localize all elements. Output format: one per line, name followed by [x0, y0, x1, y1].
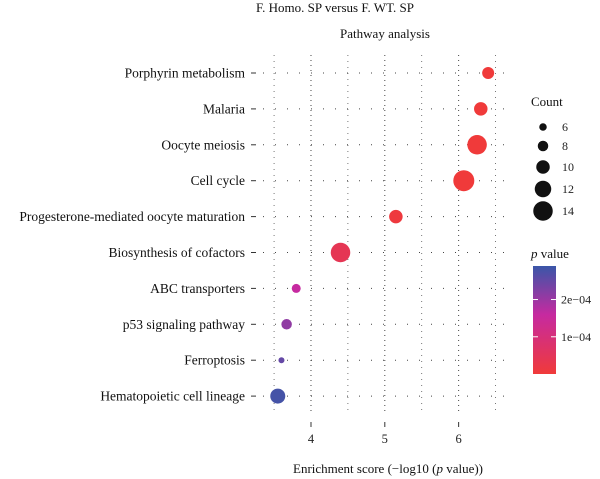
data-point — [330, 242, 351, 263]
count-legend: Count 6 8 10 12 14 — [531, 94, 574, 221]
x-tick-label: 6 — [456, 432, 462, 446]
category-label: Porphyrin metabolism — [125, 66, 246, 81]
data-point — [467, 135, 487, 155]
data-point — [389, 209, 403, 224]
x-tick-label: 5 — [382, 432, 388, 446]
category-label: ABC transporters — [150, 281, 245, 296]
data-point — [482, 67, 495, 79]
count-legend-dot — [537, 140, 549, 152]
x-axis-ticks: 4 5 6 — [308, 422, 462, 446]
category-label: Biosynthesis of cofactors — [109, 245, 245, 260]
category-label: Oocyte meiosis — [161, 137, 245, 152]
x-axis-label: Enrichment score (−log10 (p value)) — [293, 461, 483, 476]
count-legend-label: 14 — [562, 204, 574, 218]
p-value-legend: p value 1e−04 2e−04 — [530, 246, 591, 374]
p-value-colorbar — [533, 266, 556, 374]
data-point — [270, 388, 286, 404]
category-label: p53 signaling pathway — [123, 317, 245, 332]
data-point — [278, 357, 285, 364]
plot-panel — [263, 55, 514, 414]
count-legend-dot — [536, 160, 550, 174]
category-label: Ferroptosis — [184, 353, 245, 368]
data-point — [291, 283, 301, 293]
category-label: Hematopoietic cell lineage — [100, 389, 245, 404]
x-tick-label: 4 — [308, 432, 315, 446]
count-legend-dot — [534, 180, 552, 198]
p-value-legend-title: p value — [530, 246, 569, 261]
chart-subtitle: Pathway analysis — [340, 26, 430, 41]
count-legend-dot — [533, 201, 553, 221]
count-legend-label: 6 — [562, 120, 568, 134]
category-label: Progesterone-mediated oocyte maturation — [19, 209, 245, 224]
category-label: Cell cycle — [191, 173, 245, 188]
data-point — [281, 319, 292, 330]
colorbar-tick-label: 1e−04 — [561, 330, 591, 344]
colorbar-tick-label: 2e−04 — [561, 293, 591, 307]
category-label: Malaria — [203, 101, 245, 116]
data-point — [474, 102, 488, 116]
count-legend-label: 12 — [562, 182, 574, 196]
count-legend-label: 10 — [562, 160, 574, 174]
count-legend-label: 8 — [562, 139, 568, 153]
category-labels: Porphyrin metabolism Malaria Oocyte meiosi… — [19, 66, 256, 404]
data-point — [453, 170, 475, 192]
data-points — [270, 67, 495, 404]
count-legend-dot — [539, 123, 547, 131]
chart-title: F. Homo. SP versus F. WT. SP — [256, 0, 414, 15]
count-legend-title: Count — [531, 94, 563, 109]
